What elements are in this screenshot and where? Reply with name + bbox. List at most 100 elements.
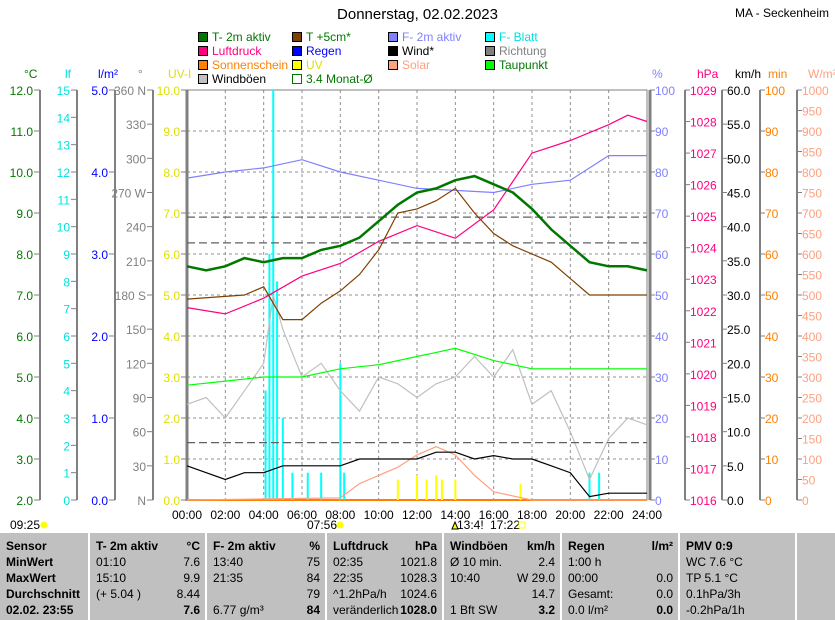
axis-tick-label-kmh: 35.0	[727, 255, 751, 269]
x-tick-label: 14:00	[440, 508, 470, 522]
legend-label: T +5cm*	[306, 30, 351, 44]
x-tick-label: 06:00	[287, 508, 317, 522]
table-column: Regen l/m² 1:00 h 00:00 0.0 Gesamt: 0.0 0.0 l/m…	[560, 533, 678, 620]
axis-tick-label-lm2: 2.0	[91, 330, 108, 344]
stats-table: Sensor MinWert MaxWert Durchschnitt 02.02. 2…	[0, 533, 835, 620]
station-name: MA - Seckenheim	[734, 6, 829, 20]
table-cell: km/h	[526, 539, 555, 553]
series-wind-	[186, 451, 647, 498]
table-row	[803, 538, 830, 554]
axis-unit-min: min	[768, 67, 787, 81]
x-tick-label: 04:00	[249, 508, 279, 522]
table-cell: 1024.6	[400, 587, 437, 601]
table-row: 0.1hPa/3h	[686, 586, 790, 602]
x-tick-label: 22:00	[594, 508, 624, 522]
sunshine-duration: 09:25	[10, 518, 40, 532]
table-column: F- 2m aktiv% 13:40 75 21:35 84 79 6.77 g/m³ 84	[205, 533, 325, 620]
legend-item: Luftdruck	[198, 44, 261, 58]
series-windb-en	[186, 294, 648, 482]
axis-tick-label-hpa: 1019	[690, 399, 717, 413]
legend-swatch	[485, 32, 495, 42]
axis-tick-label-pct: 90	[655, 125, 669, 139]
series-f-2m-aktiv	[186, 155, 647, 194]
axis-tick-label-uv: 7.0	[163, 207, 180, 221]
legend-label: 3.4 Monat-Ø	[306, 72, 373, 86]
legend-item: F- 2m aktiv	[388, 30, 461, 44]
axis-tick-label-kmh: 45.0	[727, 187, 751, 201]
axis-tick-label-pct: 60	[655, 248, 669, 262]
legend-swatch	[292, 32, 302, 42]
table-row: 15:10 9.9	[96, 570, 200, 586]
axis-tick-label-lf: 3	[63, 412, 70, 426]
axis-tick-label-pct: 0	[655, 494, 662, 508]
table-cell: (+ 5.04 )	[96, 587, 142, 601]
table-cell: 3.2	[538, 603, 555, 617]
axis-tick-label-min: 70	[765, 207, 779, 221]
table-cell: 01:10	[96, 555, 127, 569]
table-cell: Sensor	[6, 539, 47, 553]
axis-tick-label-uv: 0.0	[163, 494, 180, 508]
legend-label: Wind*	[402, 44, 435, 58]
axis-tick-label-lm2: 3.0	[91, 248, 108, 262]
axis-tick-label-deg: 150	[126, 323, 146, 337]
series-taupunkt	[186, 347, 647, 386]
axis-tick-label-min: 50	[765, 289, 779, 303]
axis-tick-label-hpa: 1022	[690, 305, 717, 319]
legend-item: 3.4 Monat-Ø	[292, 72, 373, 86]
table-cell: 1 Bft SW	[450, 603, 498, 617]
table-row: 14.7	[450, 586, 555, 602]
table-column: Luftdruck hPa 02:35 1021.8 22:35 1028.3 ^1.2hP…	[325, 533, 442, 620]
axis-tick-label-kmh: 15.0	[727, 392, 751, 406]
axis-tick-label-pct: 40	[655, 330, 669, 344]
axis-unit-uv: UV-I	[168, 67, 191, 81]
legend-label: Windböen	[212, 72, 267, 86]
table-cell: 02.02. 23:55	[6, 603, 74, 617]
axis-tick-label-deg: 60	[133, 426, 147, 440]
table-row: MaxWert	[6, 570, 83, 586]
axis-unit-wm2: W/m²	[808, 67, 835, 81]
axis-tick-label-lf: 4	[63, 385, 70, 399]
legend-label: F- 2m aktiv	[402, 30, 462, 44]
table-cell: ^1.2hPa/h	[333, 587, 387, 601]
table-row	[803, 586, 830, 602]
axis-tick-label-hpa: 1018	[690, 431, 717, 445]
table-cell: 0.0	[656, 587, 673, 601]
table-cell: 79	[306, 587, 320, 601]
axis-tick-label-wm2: 550	[802, 269, 822, 283]
axis-tick-label-lm2: 0.0	[91, 494, 108, 508]
axis-unit-pct: %	[652, 67, 663, 81]
table-cell: MaxWert	[6, 571, 56, 585]
table-cell: 7.6	[183, 603, 200, 617]
axis-tick-label-min: 90	[765, 125, 779, 139]
legend-item: Taupunkt	[485, 58, 548, 72]
axis-tick-label-kmh: 55.0	[727, 118, 751, 132]
axis-tick-label-hpa: 1020	[690, 368, 717, 382]
axis-tick-label-hpa: 1017	[690, 462, 717, 476]
sunrise-time: 07:56	[307, 518, 337, 532]
axis-tick-label-lf: 15	[57, 84, 71, 98]
table-cell: 14.7	[531, 587, 555, 601]
table-cell: 9.9	[183, 571, 200, 585]
axis-tick-label-pct: 70	[655, 207, 669, 221]
axis-tick-label-degC: 11.0	[11, 125, 34, 139]
axis-tick-label-uv: 1.0	[163, 453, 180, 467]
table-row: Luftdruck hPa	[333, 538, 437, 554]
axis-tick-label-lf: 2	[63, 439, 70, 453]
axis-tick-label-pct: 80	[655, 166, 669, 180]
legend-swatch	[292, 74, 302, 84]
axis-tick-label-lf: 13	[57, 139, 71, 153]
axis-tick-label-hpa: 1016	[690, 494, 717, 508]
legend-label: T- 2m aktiv	[212, 30, 271, 44]
legend-swatch	[198, 32, 208, 42]
axis-tick-label-deg: 240	[126, 221, 146, 235]
table-cell: 21:35	[213, 571, 244, 585]
axis-unit-degC: °C	[24, 67, 38, 81]
weather-chart: °C2.03.04.05.06.07.08.09.010.011.012.0lf…	[10, 67, 835, 532]
axis-tick-label-degC: 3.0	[16, 453, 33, 467]
axis-tick-label-min: 30	[765, 371, 779, 385]
uv-max-time: 13:4!	[457, 518, 484, 532]
axis-tick-label-lm2: 5.0	[91, 84, 108, 98]
axis-tick-label-degC: 7.0	[16, 289, 33, 303]
legend-label: UV	[306, 58, 323, 72]
axis-tick-label-uv: 5.0	[163, 289, 180, 303]
